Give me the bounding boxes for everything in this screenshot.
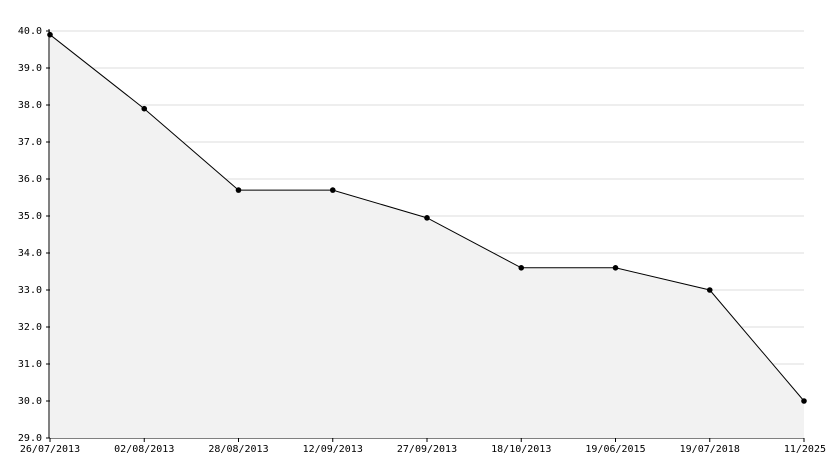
x-tick-label: 26/07/2013 — [20, 444, 80, 455]
y-tick-label: 34.0 — [18, 248, 42, 259]
marker — [518, 265, 525, 271]
marker — [612, 265, 619, 271]
y-tick-label: 33.0 — [18, 285, 42, 296]
marker — [424, 215, 430, 221]
y-tick-label: 29.0 — [18, 433, 42, 444]
y-tick-label: 37.0 — [18, 137, 42, 148]
marker — [47, 31, 53, 38]
y-tick-label: 35.0 — [18, 211, 42, 222]
x-tick-label: 19/07/2018 — [680, 444, 740, 455]
y-tick-label: 30.0 — [18, 396, 42, 407]
x-tick-label: 27/09/2013 — [397, 444, 457, 455]
x-tick-label: 12/09/2013 — [303, 444, 363, 455]
marker — [141, 105, 148, 112]
x-tick-label: 02/08/2013 — [114, 444, 174, 455]
y-tick-label: 36.0 — [18, 174, 42, 185]
y-tick-label: 32.0 — [18, 322, 42, 333]
y-tick-label: 40.0 — [18, 26, 42, 37]
x-tick-label: 18/10/2013 — [491, 444, 551, 455]
marker — [706, 287, 713, 293]
x-tick-label: 19/06/2015 — [585, 444, 645, 455]
area-fill — [50, 34, 804, 438]
x-tick-label: 11/2025 — [784, 444, 826, 455]
marker — [235, 187, 242, 193]
marker — [329, 187, 336, 193]
y-tick-label: 31.0 — [18, 359, 42, 370]
y-tick-label: 39.0 — [18, 63, 42, 74]
x-tick-label: 28/08/2013 — [208, 444, 268, 455]
y-tick-label: 38.0 — [18, 100, 42, 111]
marker — [801, 398, 807, 404]
